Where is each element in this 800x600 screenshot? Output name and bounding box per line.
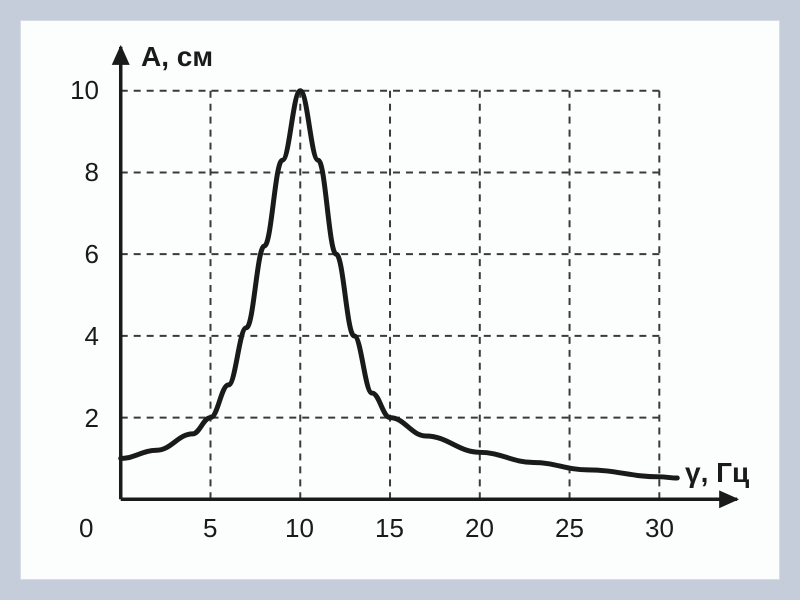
y-tick-label: 4 — [85, 321, 99, 352]
x-tick-label: 30 — [645, 513, 674, 544]
y-tick-label: 0 — [79, 513, 93, 544]
chart-container: A, см γ, Гц 0 2 4 6 8 10 5 10 15 20 25 30 — [20, 20, 780, 580]
x-axis-title: γ, Гц — [685, 457, 749, 489]
x-tick-label: 20 — [465, 513, 494, 544]
y-axis-title: A, см — [141, 41, 213, 73]
y-tick-label: 2 — [85, 403, 99, 434]
y-tick-label: 6 — [85, 239, 99, 270]
y-tick-label: 8 — [85, 157, 99, 188]
x-tick-label: 25 — [555, 513, 584, 544]
x-tick-label: 5 — [203, 513, 217, 544]
y-tick-label: 10 — [70, 75, 99, 106]
x-tick-label: 15 — [375, 513, 404, 544]
axis-arrowhead — [719, 490, 739, 508]
axis-arrowhead — [112, 45, 130, 65]
resonance-curve — [121, 91, 678, 478]
resonance-chart — [21, 21, 779, 579]
x-tick-label: 10 — [285, 513, 314, 544]
